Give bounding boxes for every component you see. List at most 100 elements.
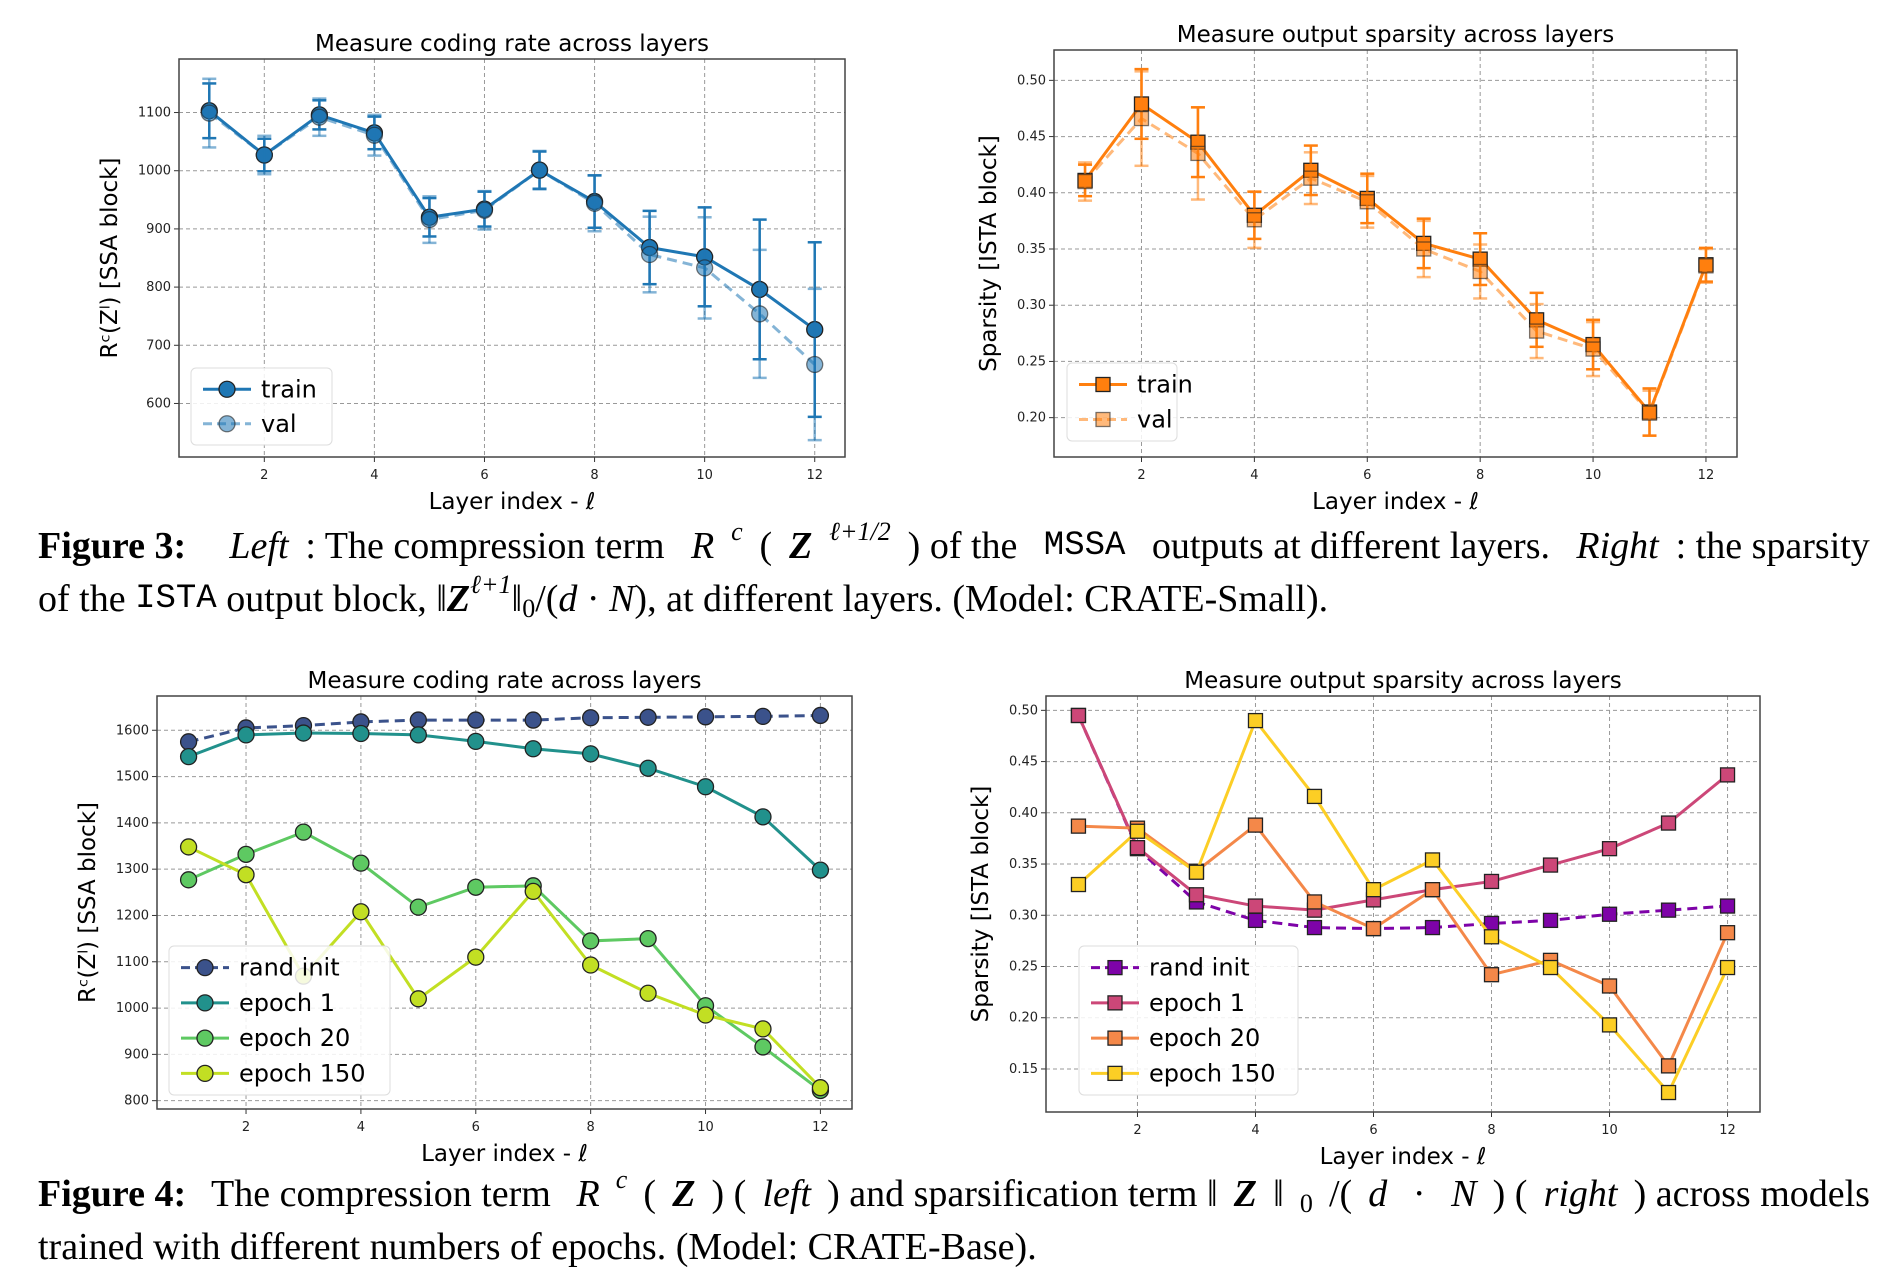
data-point: [352, 854, 370, 872]
data-point: [237, 726, 255, 744]
y-tick-label: 600: [146, 396, 171, 411]
x-tick-label: 10: [1601, 1123, 1618, 1138]
data-point: [294, 724, 313, 742]
caption-segment: ℓ+1: [470, 570, 512, 599]
caption-segment: output block, ‖: [216, 578, 447, 620]
data-point: [409, 711, 427, 729]
chart-title: Measure output sparsity across layers: [1177, 22, 1614, 48]
data-point: [751, 305, 769, 323]
legend-frame: [1078, 945, 1299, 1096]
series-line: [1077, 714, 1729, 912]
series-line: [1083, 101, 1708, 415]
series-val: [200, 77, 824, 442]
caption-segment: ), at different layers. (Model:: [634, 578, 1085, 620]
data-point: [1601, 978, 1618, 994]
y-tick-label: 0.50: [1009, 703, 1038, 718]
chart-3: 2 4 6 8 10 12 800 900 1000 1100 1200 1300 1400 1500 16…: [75, 668, 853, 1167]
legend-marker: [196, 958, 214, 977]
data-point: [524, 711, 542, 729]
caption-segment: ℓ+1/2: [829, 517, 891, 546]
data-point: [1601, 841, 1618, 857]
x-tick-label: 12: [1719, 1123, 1736, 1138]
data-point: [1719, 767, 1736, 783]
data-point: [1070, 818, 1087, 834]
plot-frame: [1053, 49, 1738, 458]
data-point: [1129, 839, 1146, 856]
y-tick-label: 900: [124, 1047, 149, 1062]
x-tick-label: 4: [1250, 468, 1258, 483]
caption-segment: /(: [535, 578, 559, 620]
x-tick-label: 10: [697, 1120, 714, 1135]
data-point: [1542, 912, 1559, 929]
caption-segment: ) of the: [907, 525, 1027, 567]
data-point: [179, 733, 198, 751]
series-val: [1077, 70, 1714, 437]
series-rand-init: [179, 706, 830, 751]
caption-segment: of the: [38, 578, 136, 620]
caption-segment: Z: [672, 1173, 696, 1215]
caption-line: trained with different numbers of epochs…: [38, 1221, 1870, 1274]
x-tick-label: 12: [806, 468, 823, 483]
data-point: [1247, 817, 1264, 833]
legend-label: rand init: [1149, 954, 1250, 982]
data-point: [582, 956, 600, 974]
y-tick-label: 0.15: [1009, 1062, 1038, 1077]
data-point: [475, 201, 494, 219]
data-point: [409, 898, 427, 916]
series-epoch-1: [1070, 707, 1736, 918]
data-point: [582, 932, 600, 950]
series-line: [1077, 717, 1729, 1096]
series-line: [208, 109, 816, 331]
y-axis-label: Rᶜ(Zˡ) [SSA block]: [97, 158, 123, 359]
caption-segment: ‖: [511, 578, 523, 620]
data-point: [754, 808, 772, 826]
x-axis-label: Layer index - ℓ: [429, 489, 596, 515]
y-tick-label: 1200: [116, 908, 149, 923]
data-point: [754, 707, 772, 726]
data-point: [524, 740, 542, 758]
legend-label: rand init: [239, 954, 340, 982]
caption-segment: outputs at different layers.: [1142, 525, 1560, 567]
y-tick-label: 0.40: [1009, 806, 1038, 821]
data-point: [179, 748, 198, 766]
data-point: [1365, 882, 1382, 898]
y-tick-label: 1100: [138, 106, 171, 121]
legend: train val: [190, 367, 333, 446]
legend-marker: [218, 380, 236, 398]
data-point: [237, 866, 255, 884]
data-point: [582, 709, 600, 727]
legend-label: train: [261, 375, 317, 403]
legend-marker: [1107, 1030, 1123, 1046]
data-point: [179, 838, 198, 856]
caption-segment: Z: [1233, 1173, 1257, 1215]
data-point: [1359, 194, 1375, 210]
caption-segment: MSSA: [1043, 527, 1126, 565]
legend: train val: [1066, 362, 1193, 442]
data-point: [352, 903, 370, 921]
data-point: [696, 1006, 715, 1024]
caption-segment: ·: [577, 578, 610, 620]
x-tick-label: 12: [1698, 468, 1715, 483]
legend-marker: [1107, 959, 1123, 976]
data-point: [695, 259, 714, 277]
caption-segment: d: [558, 578, 578, 620]
y-axis-label: Rᶜ(Zˡ) [SSA block]: [75, 802, 101, 1003]
chart-title: Measure output sparsity across layers: [1184, 668, 1621, 694]
legend-marker: [196, 994, 214, 1012]
caption-segment: 0: [522, 594, 536, 623]
y-tick-label: 800: [124, 1094, 149, 1109]
legend-label: val: [1137, 406, 1173, 434]
data-point: [1542, 959, 1559, 976]
data-point: [1188, 864, 1205, 880]
caption-segment: : the sparsity: [1675, 525, 1870, 567]
x-tick-label: 6: [1363, 468, 1371, 483]
y-tick-label: 1600: [116, 723, 149, 738]
legend-label: epoch 150: [239, 1059, 366, 1087]
x-tick-label: 8: [1487, 1123, 1495, 1138]
y-tick-label: 0.45: [1017, 130, 1046, 145]
data-point: [179, 871, 198, 889]
caption-segment: ) (: [711, 1173, 747, 1215]
